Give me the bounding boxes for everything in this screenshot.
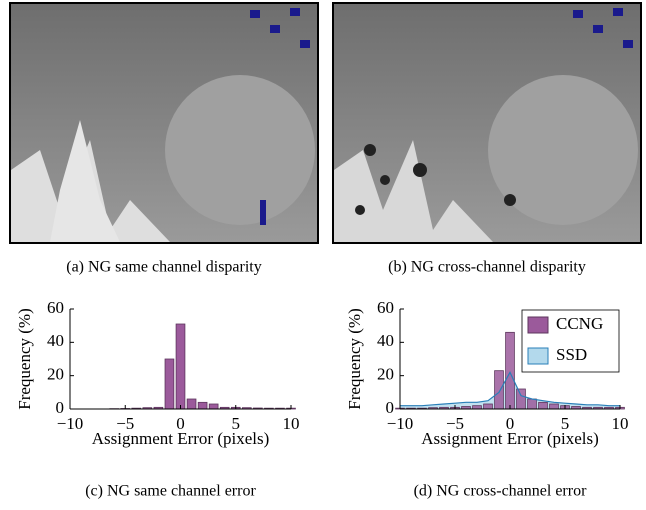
y-tick-label: 20 bbox=[47, 365, 64, 384]
chart-caption: (c) NG same channel error bbox=[85, 483, 256, 500]
bar bbox=[495, 371, 504, 409]
bar bbox=[528, 399, 537, 409]
legend-swatch bbox=[528, 348, 548, 364]
x-tick-label: −10 bbox=[387, 414, 414, 433]
disparity-image-a bbox=[10, 3, 318, 243]
y-tick-label: 60 bbox=[47, 298, 64, 317]
bar bbox=[165, 359, 174, 409]
x-tick-label: 10 bbox=[612, 414, 629, 433]
bar bbox=[176, 324, 185, 409]
bar bbox=[198, 402, 207, 409]
bar bbox=[209, 404, 218, 409]
y-axis-label: Frequency (%) bbox=[15, 308, 34, 410]
x-tick-label: 10 bbox=[283, 414, 300, 433]
y-axis-label: Frequency (%) bbox=[345, 308, 364, 410]
bar bbox=[550, 404, 559, 409]
bar bbox=[539, 402, 548, 409]
image-caption: (b) NG cross-channel disparity bbox=[388, 259, 586, 276]
legend-label: CCNG bbox=[556, 314, 603, 333]
figure: (a) NG same channel disparity (b) NG cro… bbox=[0, 0, 646, 510]
bar bbox=[484, 404, 493, 409]
x-axis-label: Assignment Error (pixels) bbox=[92, 429, 270, 448]
y-tick-label: 40 bbox=[377, 331, 394, 350]
y-tick-label: 40 bbox=[47, 331, 64, 350]
y-tick-label: 60 bbox=[377, 298, 394, 317]
disparity-image-b bbox=[333, 3, 641, 243]
x-tick-label: −10 bbox=[57, 414, 84, 433]
chart-caption: (d) NG cross-channel error bbox=[414, 483, 587, 500]
legend-swatch bbox=[528, 317, 548, 333]
bar bbox=[517, 389, 526, 409]
x-axis-label: Assignment Error (pixels) bbox=[421, 429, 599, 448]
bar bbox=[187, 399, 196, 409]
y-tick-label: 20 bbox=[377, 365, 394, 384]
legend-label: SSD bbox=[556, 345, 587, 364]
bar bbox=[506, 332, 515, 409]
image-caption: (a) NG same channel disparity bbox=[66, 259, 261, 276]
